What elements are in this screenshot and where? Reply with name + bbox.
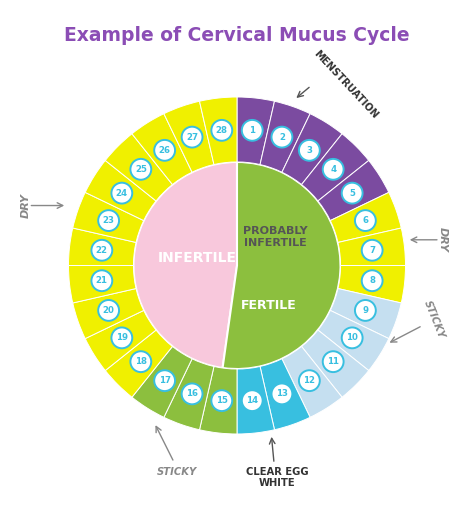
Circle shape xyxy=(182,383,202,404)
Wedge shape xyxy=(105,330,173,397)
Text: 16: 16 xyxy=(186,389,198,399)
Circle shape xyxy=(323,351,344,372)
Wedge shape xyxy=(282,346,342,417)
Wedge shape xyxy=(318,160,389,220)
Text: 7: 7 xyxy=(369,246,375,255)
Wedge shape xyxy=(260,101,310,172)
Text: 9: 9 xyxy=(363,306,368,315)
Wedge shape xyxy=(260,359,310,430)
Circle shape xyxy=(111,327,132,348)
Wedge shape xyxy=(301,330,369,397)
Text: 20: 20 xyxy=(103,306,115,315)
Circle shape xyxy=(130,351,151,372)
Text: 19: 19 xyxy=(116,333,128,342)
Wedge shape xyxy=(132,114,192,184)
Wedge shape xyxy=(73,289,144,339)
Circle shape xyxy=(211,390,232,411)
Text: 14: 14 xyxy=(246,396,258,405)
Text: 2: 2 xyxy=(279,133,285,142)
Wedge shape xyxy=(85,160,156,220)
Circle shape xyxy=(342,327,363,348)
Circle shape xyxy=(98,300,119,321)
Text: 24: 24 xyxy=(116,189,128,197)
Wedge shape xyxy=(301,134,369,201)
Circle shape xyxy=(323,159,344,180)
Wedge shape xyxy=(282,114,342,184)
Wedge shape xyxy=(105,134,173,201)
Circle shape xyxy=(154,140,175,161)
Text: 26: 26 xyxy=(159,146,171,155)
Text: Example of Cervical Mucus Cycle: Example of Cervical Mucus Cycle xyxy=(64,26,410,45)
Wedge shape xyxy=(132,346,192,417)
Circle shape xyxy=(111,183,132,204)
Wedge shape xyxy=(134,162,237,368)
Text: DRY: DRY xyxy=(438,227,447,252)
Text: 10: 10 xyxy=(346,333,358,342)
Text: 17: 17 xyxy=(159,376,171,385)
Wedge shape xyxy=(330,289,401,339)
Circle shape xyxy=(130,159,151,180)
Text: STICKY: STICKY xyxy=(157,467,197,477)
Wedge shape xyxy=(338,228,405,266)
Wedge shape xyxy=(69,228,136,266)
Text: 13: 13 xyxy=(276,389,288,399)
Text: PROBABLY
INFERTILE: PROBABLY INFERTILE xyxy=(243,226,308,248)
Wedge shape xyxy=(237,97,274,165)
Text: DRY: DRY xyxy=(21,193,31,218)
Circle shape xyxy=(272,383,292,404)
Circle shape xyxy=(362,240,383,260)
Text: 25: 25 xyxy=(135,165,147,174)
Text: FERTILE: FERTILE xyxy=(240,299,296,312)
Circle shape xyxy=(154,370,175,391)
Wedge shape xyxy=(69,266,136,303)
Text: 23: 23 xyxy=(102,216,115,225)
Circle shape xyxy=(242,120,263,141)
Circle shape xyxy=(355,210,376,231)
Wedge shape xyxy=(85,311,156,370)
Text: 3: 3 xyxy=(306,146,312,155)
Text: 28: 28 xyxy=(216,126,228,135)
Text: 6: 6 xyxy=(363,216,368,225)
Circle shape xyxy=(299,140,320,161)
Text: 15: 15 xyxy=(216,396,228,405)
Circle shape xyxy=(342,183,363,204)
Circle shape xyxy=(355,300,376,321)
Wedge shape xyxy=(223,162,340,369)
Text: 8: 8 xyxy=(369,276,375,285)
Circle shape xyxy=(91,270,112,291)
Text: INFERTILE: INFERTILE xyxy=(157,251,237,265)
Wedge shape xyxy=(330,192,401,242)
Wedge shape xyxy=(200,97,237,165)
Text: CLEAR EGG
WHITE: CLEAR EGG WHITE xyxy=(246,467,308,489)
Text: 18: 18 xyxy=(135,357,147,366)
Text: 12: 12 xyxy=(303,376,315,385)
Wedge shape xyxy=(237,366,274,434)
Circle shape xyxy=(98,210,119,231)
Circle shape xyxy=(91,240,112,260)
Circle shape xyxy=(182,127,202,147)
Circle shape xyxy=(299,370,320,391)
Text: 5: 5 xyxy=(349,189,355,197)
Wedge shape xyxy=(164,359,214,430)
Text: 1: 1 xyxy=(249,126,255,135)
Wedge shape xyxy=(164,101,214,172)
Wedge shape xyxy=(73,192,144,242)
Wedge shape xyxy=(338,266,405,303)
Text: 22: 22 xyxy=(96,246,108,255)
Text: 27: 27 xyxy=(186,133,198,142)
Wedge shape xyxy=(318,311,389,370)
Circle shape xyxy=(242,390,263,411)
Text: 4: 4 xyxy=(330,165,336,174)
Text: 11: 11 xyxy=(327,357,339,366)
Text: 21: 21 xyxy=(96,276,108,285)
Circle shape xyxy=(272,127,292,147)
Text: STICKY: STICKY xyxy=(422,299,446,340)
Text: MENSTRUATION: MENSTRUATION xyxy=(311,48,379,120)
Circle shape xyxy=(211,120,232,141)
Wedge shape xyxy=(223,162,340,369)
Circle shape xyxy=(362,270,383,291)
Wedge shape xyxy=(200,366,237,434)
